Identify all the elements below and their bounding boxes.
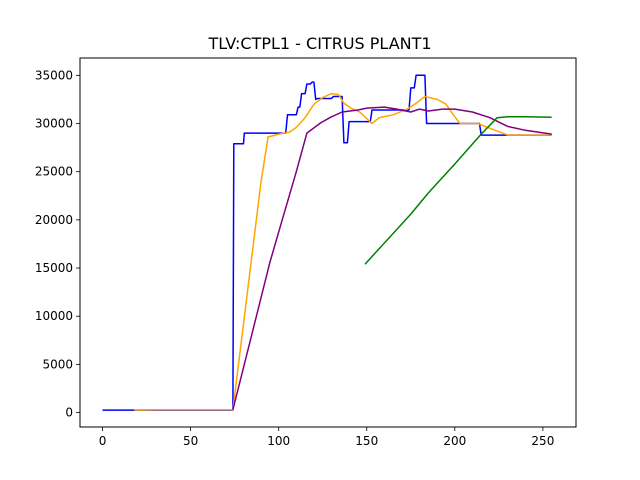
y-tick-label: 25000 [35, 165, 73, 179]
y-tick-label: 35000 [35, 68, 73, 82]
y-tick-label: 10000 [35, 309, 73, 323]
y-tick-label: 0 [65, 406, 73, 420]
y-tick-label: 5000 [42, 357, 73, 371]
ticks-layer: 0 50 100 150 200 250 0 5000 10000 15000 20000 25000… [35, 68, 555, 448]
chart-title: TLV:CTPL1 - CITRUS PLANT1 [207, 34, 431, 53]
x-tick-label: 150 [355, 434, 378, 448]
y-tick-label: 20000 [35, 213, 73, 227]
series-layer [102, 74, 552, 411]
plot-frame [79, 57, 577, 428]
x-tick-label: 0 [99, 434, 107, 448]
series-line-3 [232, 106, 552, 410]
x-tick-label: 200 [443, 434, 466, 448]
x-tick-label: 50 [183, 434, 198, 448]
series-line-4 [364, 116, 552, 265]
y-tick-label: 30000 [35, 117, 73, 131]
y-tick-label: 15000 [35, 261, 73, 275]
x-tick-label: 250 [531, 434, 554, 448]
x-tick-label: 100 [267, 434, 290, 448]
